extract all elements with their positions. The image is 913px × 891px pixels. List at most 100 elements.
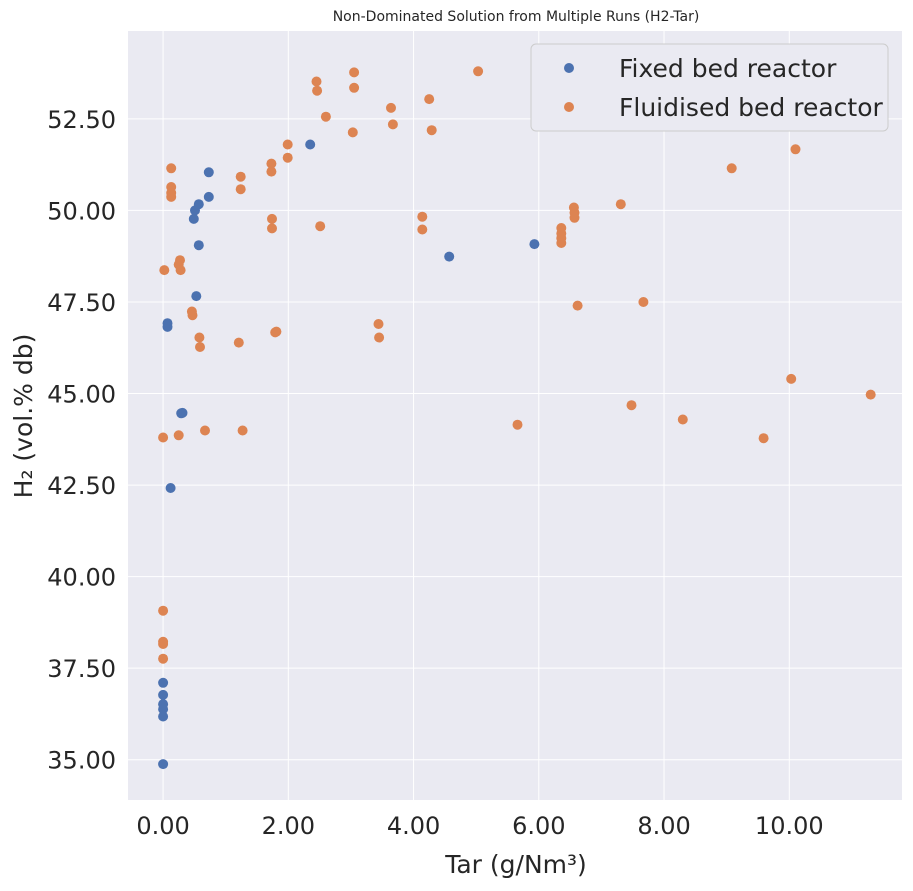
data-point xyxy=(159,265,170,276)
data-point xyxy=(282,139,293,150)
chart-title: Non-Dominated Solution from Multiple Run… xyxy=(333,9,700,25)
data-point xyxy=(158,677,169,688)
data-point xyxy=(424,94,435,105)
x-tick-label: 8.00 xyxy=(637,812,690,840)
data-point xyxy=(444,251,455,262)
y-tick-label: 47.50 xyxy=(47,289,116,317)
plot-area xyxy=(128,31,902,800)
data-point xyxy=(282,152,293,163)
data-point xyxy=(758,433,769,444)
y-tick-label: 42.50 xyxy=(47,472,116,500)
data-point xyxy=(473,66,484,77)
data-point xyxy=(267,213,277,224)
data-point xyxy=(175,265,186,276)
x-tick-label: 6.00 xyxy=(512,812,565,840)
data-point xyxy=(158,699,169,710)
x-tick-label: 2.00 xyxy=(262,812,315,840)
data-point xyxy=(158,759,169,770)
data-point xyxy=(426,125,437,136)
data-point xyxy=(726,163,737,174)
data-point xyxy=(615,199,626,210)
data-point xyxy=(569,212,580,223)
data-point xyxy=(191,291,202,302)
y-axis-ticks: 35.00 37.50 40.00 42.50 45.00 47.50 50.00 52.50 xyxy=(47,106,116,775)
data-point xyxy=(790,144,801,155)
data-point xyxy=(187,310,198,321)
legend: Fixed bed reactor Fluidised bed reactor xyxy=(530,43,889,132)
data-point xyxy=(203,191,214,202)
y-tick-label: 50.00 xyxy=(47,197,116,225)
x-tick-label: 4.00 xyxy=(387,812,440,840)
data-point xyxy=(311,76,322,87)
data-point xyxy=(626,400,637,411)
data-point xyxy=(177,407,188,418)
y-tick-label: 37.50 xyxy=(47,655,116,683)
data-point xyxy=(417,224,428,235)
legend-label-fluidised-bed: Fluidised bed reactor xyxy=(619,93,883,122)
legend-marker-fluidised-bed xyxy=(564,102,574,112)
data-point xyxy=(158,653,169,664)
data-point xyxy=(158,432,169,443)
x-axis-ticks: 0.00 2.00 4.00 6.00 8.00 10.00 xyxy=(136,812,823,840)
data-point xyxy=(235,184,246,195)
data-point xyxy=(158,689,169,700)
data-point xyxy=(188,213,199,224)
data-point xyxy=(162,318,173,329)
data-point xyxy=(373,319,384,329)
data-point xyxy=(386,102,396,113)
y-tick-label: 40.00 xyxy=(47,564,116,592)
data-point xyxy=(374,332,385,343)
y-axis-label: H₂ (vol.% db) xyxy=(9,334,38,499)
data-point xyxy=(271,326,282,337)
data-point xyxy=(175,255,185,266)
data-point xyxy=(417,211,428,222)
data-point xyxy=(200,425,210,436)
y-tick-label: 45.00 xyxy=(47,381,116,409)
data-point xyxy=(387,119,398,130)
data-point xyxy=(166,191,177,202)
data-point xyxy=(158,639,169,649)
data-point xyxy=(233,337,244,348)
series-fixed-bed xyxy=(158,139,540,770)
data-point xyxy=(347,127,358,138)
data-point xyxy=(203,167,214,178)
y-tick-label: 35.00 xyxy=(47,747,116,775)
data-point xyxy=(266,158,277,169)
data-point xyxy=(193,240,204,251)
data-point xyxy=(158,711,169,722)
x-tick-label: 10.00 xyxy=(755,812,824,840)
data-point xyxy=(865,389,876,400)
data-point xyxy=(677,414,688,425)
data-point xyxy=(349,82,360,93)
data-point xyxy=(194,332,205,343)
data-point xyxy=(193,199,204,210)
data-point xyxy=(512,419,523,430)
data-point xyxy=(312,85,323,96)
data-point xyxy=(166,163,177,174)
data-point xyxy=(195,342,205,352)
legend-marker-fixed-bed xyxy=(564,63,574,73)
data-point xyxy=(158,605,169,616)
y-tick-label: 52.50 xyxy=(47,106,116,134)
legend-box xyxy=(530,43,889,132)
x-tick-label: 0.00 xyxy=(136,812,189,840)
data-point xyxy=(529,239,540,250)
legend-label-fixed-bed: Fixed bed reactor xyxy=(619,54,837,83)
data-point xyxy=(638,297,649,307)
data-points xyxy=(158,66,876,770)
data-point xyxy=(320,111,331,122)
x-axis-label: Tar (g/Nm³) xyxy=(444,850,587,879)
data-point xyxy=(349,67,360,78)
data-point xyxy=(165,483,176,493)
data-point xyxy=(305,139,316,150)
data-point xyxy=(572,300,583,311)
data-point xyxy=(315,221,326,232)
data-point xyxy=(237,425,248,436)
series-fluidised-bed xyxy=(158,66,876,664)
data-point xyxy=(267,223,277,234)
data-point xyxy=(266,166,277,177)
data-point xyxy=(556,238,567,248)
data-point xyxy=(235,171,246,182)
data-point xyxy=(786,373,797,384)
